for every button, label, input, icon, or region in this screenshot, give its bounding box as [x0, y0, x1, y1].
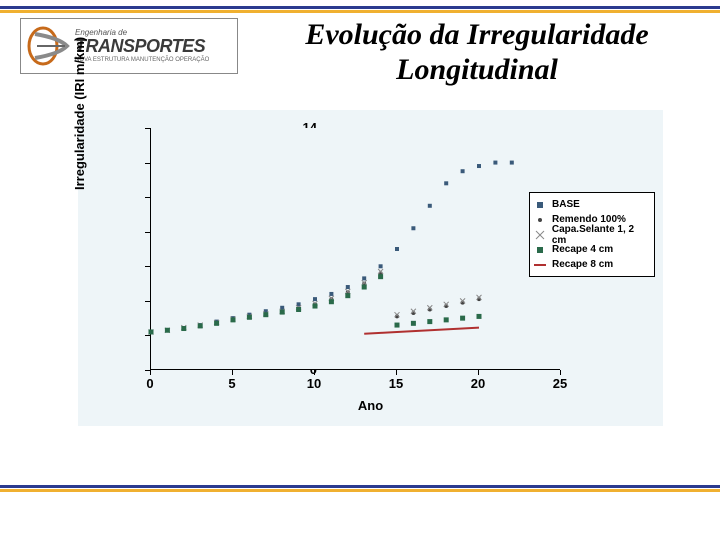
legend-label: Capa.Selante 1, 2 cm [552, 224, 650, 246]
legend-label: Recape 8 cm [552, 259, 613, 270]
logo-text: Engenharia de TRANSPORTES NOVA ESTRUTURA… [75, 29, 209, 63]
y-axis-label: Irregularidade (IRI m/km) [72, 37, 87, 190]
rule-blue [0, 6, 720, 9]
logo-mark-icon [25, 24, 71, 68]
xtick-label: 5 [222, 376, 242, 391]
xtick [150, 370, 151, 375]
xtick-label: 25 [550, 376, 570, 391]
xtick [396, 370, 397, 375]
legend-swatch-icon [534, 199, 546, 211]
xtick-label: 0 [140, 376, 160, 391]
chart-points [151, 128, 561, 370]
slide: Engenharia de TRANSPORTES NOVA ESTRUTURA… [0, 0, 720, 540]
xtick-label: 15 [386, 376, 406, 391]
legend-item: Capa.Selante 1, 2 cm [534, 227, 650, 242]
rule-yellow [0, 10, 720, 13]
legend-label: BASE [552, 199, 580, 210]
xtick [478, 370, 479, 375]
xtick-label: 20 [468, 376, 488, 391]
chart: Irregularidade (IRI m/km) Ano 0246810121… [78, 110, 663, 426]
logo-big: TRANSPORTES [75, 37, 209, 55]
plot-area [150, 128, 560, 370]
rule-yellow [0, 489, 720, 492]
xtick [232, 370, 233, 375]
legend-swatch-icon [534, 244, 546, 256]
xtick-label: 10 [304, 376, 324, 391]
logo-tag: NOVA ESTRUTURA MANUTENÇÃO OPERAÇÃO [75, 57, 209, 63]
legend-swatch-icon [534, 214, 546, 226]
legend-label: Recape 4 cm [552, 244, 613, 255]
bottom-rule [0, 485, 720, 492]
x-axis-label: Ano [78, 398, 663, 413]
logo: Engenharia de TRANSPORTES NOVA ESTRUTURA… [20, 18, 238, 74]
legend-item: Recape 8 cm [534, 257, 650, 272]
top-rule [0, 6, 720, 13]
xtick [314, 370, 315, 375]
legend-swatch-icon [534, 259, 546, 271]
legend-swatch-icon [534, 229, 546, 241]
legend: BASERemendo 100%Capa.Selante 1, 2 cmReca… [529, 192, 655, 277]
rule-blue [0, 485, 720, 488]
legend-item: BASE [534, 197, 650, 212]
xtick [560, 370, 561, 375]
page-title: Evolução da Irregularidade Longitudinal [252, 18, 702, 87]
